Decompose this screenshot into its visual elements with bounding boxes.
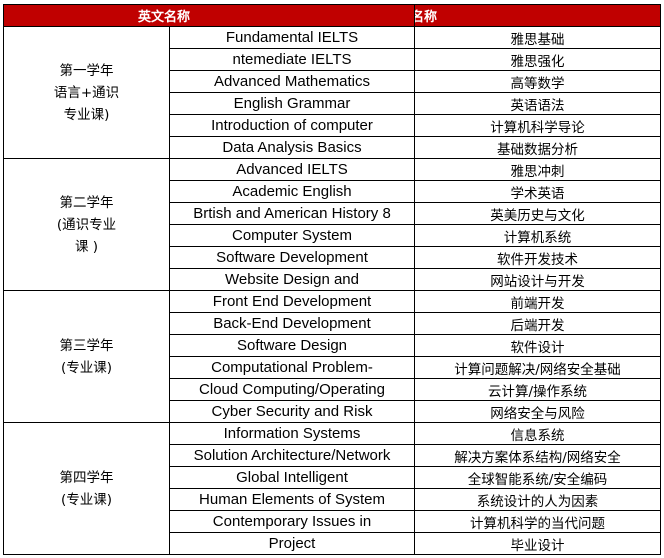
course-chinese-name: 软件设计: [414, 334, 662, 357]
table-row: English Grammar 英语语法: [4, 92, 662, 115]
year-label-3: 第三学年 (专业课): [3, 290, 170, 423]
course-chinese-name: 信息系统: [414, 422, 662, 445]
course-chinese-name: 系统设计的人为因素: [414, 488, 662, 511]
course-english-name: Cyber Security and Risk: [168, 400, 416, 423]
course-chinese-name: 解决方案体系结构/网络安全: [414, 444, 662, 467]
course-chinese-name: 雅思强化: [414, 48, 662, 71]
table-row: Computer System 计算机系统: [4, 224, 662, 247]
header-chinese-name: 中文名称: [414, 4, 662, 27]
course-chinese-name: 计算问题解决/网络安全基础: [414, 356, 662, 379]
year-label-line: 第二学年: [59, 194, 114, 211]
course-english-name: Back-End Development: [168, 312, 416, 335]
header-row: 英文名称 中文名称: [2, 4, 662, 27]
table-row: Computational Problem- 计算问题解决/网络安全基础: [4, 356, 662, 379]
course-english-name: Advanced Mathematics: [168, 70, 416, 93]
course-english-name: Software Development: [168, 246, 416, 269]
year-label-line: 课 ): [74, 238, 99, 255]
course-english-name: Human Elements of System: [168, 488, 416, 511]
course-chinese-name: 前端开发: [414, 290, 662, 313]
course-chinese-name: 软件开发技术: [414, 246, 662, 269]
curriculum-table: 英文名称 中文名称 第一学年 语言+通识 专业课) Fundamental IE…: [2, 4, 662, 555]
year-label-line: 专业课): [63, 106, 110, 123]
course-chinese-name: 英美历史与文化: [414, 202, 662, 225]
year-label-line: (专业课): [60, 491, 113, 508]
course-chinese-name: 雅思基础: [414, 26, 662, 49]
table-row: Global Intelligent 全球智能系统/安全编码: [4, 466, 662, 489]
course-chinese-name: 后端开发: [414, 312, 662, 335]
course-english-name: Data Analysis Basics: [168, 136, 416, 159]
course-english-name: Website Design and: [168, 268, 416, 291]
course-english-name: ntemediate IELTS: [168, 48, 416, 71]
course-english-name: Advanced IELTS: [168, 158, 416, 181]
course-english-name: Academic English: [168, 180, 416, 203]
year-label-2: 第二学年 (通识专业 课 ): [3, 158, 170, 291]
table-row: Project 毕业设计: [4, 532, 662, 555]
course-english-name: Software Design: [168, 334, 416, 357]
course-chinese-name: 雅思冲刺: [414, 158, 662, 181]
table-row: 第四学年 (专业课) Information Systems 信息系统: [3, 422, 662, 555]
course-chinese-name: 网站设计与开发: [414, 268, 662, 291]
course-chinese-name: 计算机科学导论: [414, 114, 662, 137]
year-label-line: 第一学年: [59, 62, 114, 79]
course-chinese-name: 基础数据分析: [414, 136, 662, 159]
course-english-name: Information Systems: [168, 422, 416, 445]
course-chinese-name: 毕业设计: [414, 532, 662, 555]
course-english-name: Computational Problem-: [168, 356, 416, 379]
year-label-line: 第三学年: [59, 337, 114, 354]
table-row: Brtish and American History 8 英美历史与文化: [4, 202, 662, 225]
table-row: Website Design and 网站设计与开发: [4, 268, 662, 291]
year-label-4: 第四学年 (专业课): [3, 422, 170, 555]
table-row: Contemporary Issues in 计算机科学的当代问题: [4, 510, 662, 533]
course-english-name: Brtish and American History 8: [168, 202, 416, 225]
course-english-name: Front End Development: [168, 290, 416, 313]
course-english-name: Solution Architecture/Network: [168, 444, 416, 467]
course-chinese-name: 全球智能系统/安全编码: [414, 466, 662, 489]
course-chinese-name: 计算机系统: [414, 224, 662, 247]
header-english-name: 英文名称: [2, 4, 416, 27]
table-row: Human Elements of System 系统设计的人为因素: [4, 488, 662, 511]
course-chinese-name: 网络安全与风险: [414, 400, 662, 423]
course-english-name: English Grammar: [168, 92, 416, 115]
course-english-name: Introduction of computer: [168, 114, 416, 137]
year-label-1: 第一学年 语言+通识 专业课): [3, 26, 170, 159]
year-label-line: 第四学年: [59, 469, 114, 486]
course-chinese-name: 计算机科学的当代问题: [414, 510, 662, 533]
table-header: 英文名称 中文名称: [2, 4, 662, 27]
table-row: 第二学年 (通识专业 课 ) Advanced IELTS 雅思冲刺: [3, 158, 662, 291]
course-english-name: Fundamental IELTS: [168, 26, 416, 49]
table-row: Software Development 软件开发技术: [4, 246, 662, 269]
year-label-line: (专业课): [60, 359, 113, 376]
course-english-name: Contemporary Issues in: [168, 510, 416, 533]
course-chinese-name: 学术英语: [414, 180, 662, 203]
table-row: 第三学年 (专业课) Front End Development 前端开发: [3, 290, 662, 423]
course-chinese-name: 云计算/操作系统: [414, 378, 662, 401]
course-chinese-name: 英语语法: [414, 92, 662, 115]
course-english-name: Global Intelligent: [168, 466, 416, 489]
year-label-line: (通识专业: [56, 216, 117, 233]
table-row: Back-End Development 后端开发: [4, 312, 662, 335]
year-label-line: 语言+通识: [53, 84, 120, 101]
course-english-name: Project: [168, 532, 416, 555]
course-chinese-name: 高等数学: [414, 70, 662, 93]
table-row: 第一学年 语言+通识 专业课) Fundamental IELTS 雅思基础: [3, 26, 662, 159]
course-english-name: Computer System: [168, 224, 416, 247]
course-english-name: Cloud Computing/Operating: [168, 378, 416, 401]
table-row: Data Analysis Basics 基础数据分析: [4, 136, 662, 159]
